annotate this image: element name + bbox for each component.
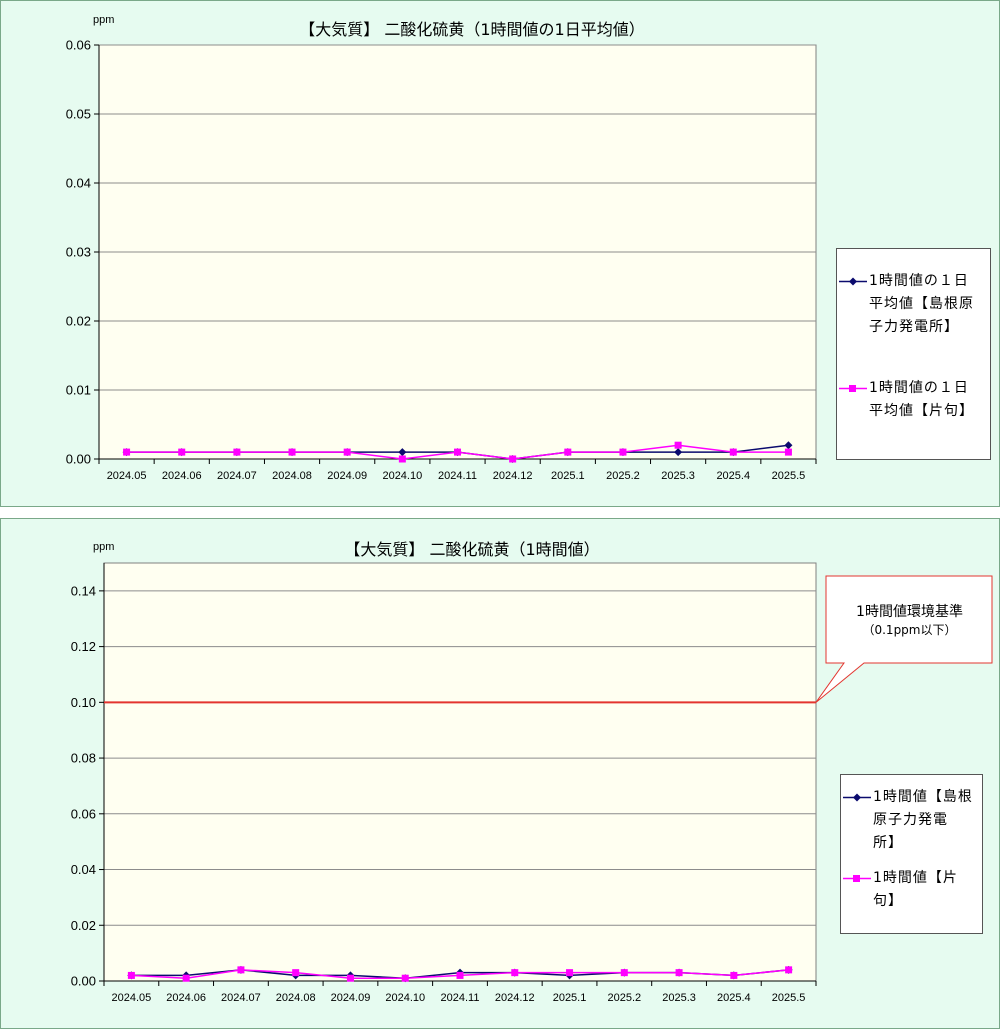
square-marker-icon [843,875,871,882]
legend-item-katamuku: 1時間値【片 句】 [841,867,958,913]
plot-area [103,562,817,982]
legend-label-shimane: 1時間値の１日 平均値【島根原 子力発電所】 [869,273,974,335]
x-tick-label: 2025.2 [607,992,641,1004]
y-tick-label: 0.04 [66,176,91,191]
x-tick-label: 2024.08 [272,470,312,482]
x-tick-label: 2024.12 [495,992,535,1004]
x-tick-label: 2024.09 [327,470,367,482]
chart-panel-daily-average: 0.00 0.01 0.02 0.03 0.04 0.05 0.06 2024.05 2024.… [0,0,1000,507]
data-point-marker [784,441,793,450]
y-tick-label: 0.04 [71,862,96,877]
data-point-marker [292,969,300,977]
data-point-marker [127,971,135,979]
y-tick-label: 0.02 [66,314,91,329]
y-tick-label: 0.14 [71,583,96,598]
x-tick-label: 2024.06 [162,470,202,482]
data-point-marker [566,969,574,977]
x-tick-label: 2024.11 [441,992,480,1004]
legend-label-shimane: 1時間値【島根 原子力発電 所】 [873,789,973,851]
data-point-marker [785,966,793,974]
x-tick-label: 2025.3 [662,992,696,1004]
x-tick-label: 2025.5 [772,470,806,482]
y-tick-label: 0.00 [71,974,96,989]
y-tick-label: 0.02 [71,918,96,933]
chart-title: 【大気質】 二酸化硫黄（1時間値） [344,540,599,559]
data-point-marker [730,971,738,979]
y-tick-label: 0.03 [66,245,91,260]
y-axis-unit: ppm [93,14,114,26]
x-tick-label: 2024.12 [493,470,533,482]
y-tick-label: 0.01 [66,383,91,398]
data-point-marker [398,455,406,463]
diamond-marker-icon [839,277,867,286]
data-point-marker [178,448,186,456]
data-point-marker [509,455,517,463]
data-point-marker [346,974,354,982]
data-point-marker [401,974,409,982]
data-point-marker [674,441,682,449]
square-marker-icon [839,385,867,392]
x-tick-label: 2024.05 [107,470,147,482]
data-point-marker [288,448,296,456]
y-tick-label: 0.06 [66,38,91,53]
x-tick-label: 2024.10 [385,992,425,1004]
y-tick-label: 0.05 [66,107,91,122]
data-point-marker [182,974,190,982]
data-point-marker [123,448,131,456]
legend-label-katamuku: 1時間値【片 句】 [873,870,958,909]
legend-item-shimane: 1時間値【島根 原子力発電 所】 [841,786,973,855]
x-tick-label: 2024.07 [217,470,257,482]
x-tick-label: 2024.07 [221,992,261,1004]
data-point-marker [343,448,351,456]
x-tick-label: 2025.4 [717,992,751,1004]
legend-item-shimane: 1時間値の１日 平均値【島根原 子力発電所】 [837,270,974,339]
x-tick-label: 2024.05 [112,992,152,1004]
x-tick-label: 2025.1 [551,470,585,482]
chart-title: 【大気質】 二酸化硫黄（1時間値の1日平均値） [299,20,644,39]
chart-daily-average: 0.00 0.01 0.02 0.03 0.04 0.05 0.06 2024.05 2024.… [66,14,817,482]
x-tick-label: 2025.4 [716,470,750,482]
x-tick-label: 2024.09 [331,992,371,1004]
y-tick-label: 0.08 [71,751,96,766]
x-tick-label: 2025.2 [606,470,640,482]
x-tick-label: 2024.10 [382,470,422,482]
data-point-marker [564,448,572,456]
data-point-marker [784,448,792,456]
data-point-marker [237,966,245,974]
data-point-marker [454,448,461,456]
data-point-marker [674,448,683,457]
data-point-marker [398,448,407,457]
chart-hourly: 0.00 0.02 0.04 0.06 0.08 0.10 0.12 0.14 2024.05 2… [71,540,993,1004]
standard-callout-box [815,575,993,703]
data-point-marker [456,971,464,979]
data-point-marker [729,448,737,456]
data-point-marker [511,969,519,977]
legend: 1時間値【島根 原子力発電 所】 1時間値【片 句】 [840,774,983,934]
standard-callout-line-2: （0.1ppm以下） [862,623,957,637]
chart-panel-hourly: 0.00 0.02 0.04 0.06 0.08 0.10 0.12 0.14 2024.05 2… [0,518,1000,1029]
y-tick-label: 0.06 [71,806,96,821]
legend: 1時間値の１日 平均値【島根原 子力発電所】 1時間値の１日 平均値【片句】 [836,248,991,460]
data-point-marker [233,448,241,456]
x-tick-label: 2025.3 [661,470,695,482]
y-tick-label: 0.10 [71,695,96,710]
data-point-marker [675,969,683,977]
x-tick-label: 2024.08 [276,992,316,1004]
legend-label-katamuku: 1時間値の１日 平均値【片句】 [869,380,974,419]
x-tick-label: 2025.1 [553,992,587,1004]
standard-callout-line-1: 1時間値環境基準 [856,604,963,620]
standard-callout-label: 1時間値環境基準 （0.1ppm以下） [827,601,992,637]
x-tick-label: 2025.5 [772,992,806,1004]
y-tick-label: 0.12 [71,639,96,654]
data-point-marker [619,448,627,456]
diamond-marker-icon [843,793,871,802]
y-tick-label: 0.00 [66,452,91,467]
x-tick-label: 2024.11 [438,470,477,482]
data-point-marker [620,969,628,977]
x-tick-label: 2024.06 [166,992,206,1004]
legend-item-katamuku: 1時間値の１日 平均値【片句】 [837,377,974,423]
y-axis-unit: ppm [93,541,114,553]
